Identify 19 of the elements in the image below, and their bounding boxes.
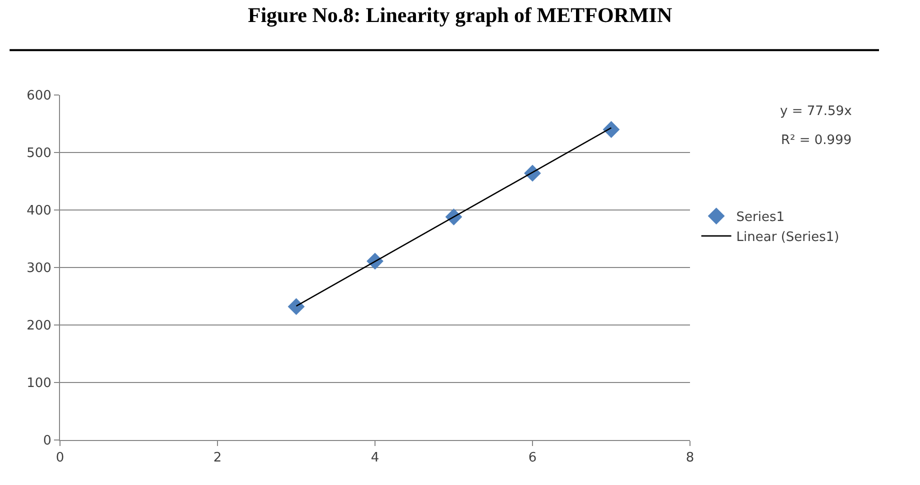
y-tick-label: 200 — [26, 318, 52, 334]
y-tick-label: 400 — [26, 204, 52, 219]
y-tick-label: 500 — [26, 146, 52, 162]
y-tick-label: 100 — [26, 376, 52, 392]
legend-label: Series1 — [736, 210, 785, 226]
y-tick-label: 600 — [26, 88, 52, 104]
legend-label: Linear (Series1) — [736, 230, 840, 246]
text: y = 77.59x — [780, 104, 852, 119]
x-tick-label: 8 — [686, 450, 694, 466]
y-tick-label: 300 — [26, 261, 52, 276]
x-tick-label: 6 — [528, 450, 537, 466]
chart-title: Figure No.8: Linearity graph of METFORMIN — [248, 2, 672, 27]
x-tick-label: 0 — [56, 450, 64, 466]
x-tick-label: 2 — [213, 450, 222, 466]
point — [602, 121, 620, 138]
x-tick-label: 4 — [370, 450, 380, 466]
text: R² = 0.999 — [781, 133, 852, 148]
y-tick-label: 0 — [43, 434, 52, 449]
point — [288, 298, 305, 316]
